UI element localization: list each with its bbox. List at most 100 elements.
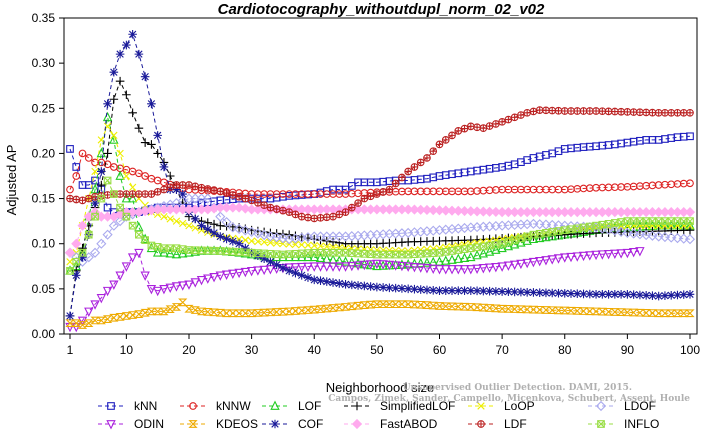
data-point: [567, 107, 575, 115]
data-point: [384, 260, 395, 271]
legend-item-kdeos: KDEOS: [180, 417, 258, 431]
data-point: [97, 167, 106, 176]
y-tick-label: 0.35: [32, 11, 56, 25]
data-point: [78, 252, 87, 262]
data-point: [102, 111, 113, 122]
data-point: [291, 240, 300, 249]
data-point: [679, 290, 689, 299]
data-point: [153, 243, 162, 251]
data-point: [140, 72, 150, 81]
data-point: [428, 301, 438, 310]
data-point: [517, 111, 525, 119]
data-point: [141, 236, 150, 244]
data-point: [572, 307, 582, 315]
data-point: [291, 231, 300, 241]
data-point: [102, 229, 113, 240]
data-point: [373, 190, 381, 198]
data-point: [547, 306, 557, 315]
data-point: [397, 300, 407, 309]
data-point: [135, 230, 143, 239]
series-line: [70, 250, 640, 328]
data-point: [309, 275, 319, 285]
data-point: [71, 319, 81, 328]
data-point: [604, 289, 613, 299]
series-line: [70, 301, 690, 326]
data-point: [354, 199, 362, 207]
data-point: [578, 251, 589, 262]
data-point: [566, 306, 576, 315]
data-point: [259, 254, 269, 264]
y-tick-label: 0.30: [32, 56, 56, 70]
data-point: [159, 162, 169, 172]
data-point: [416, 285, 426, 294]
data-point: [686, 132, 694, 141]
data-point: [398, 173, 406, 182]
x-tick-label: 100: [680, 343, 700, 357]
data-point: [517, 158, 525, 167]
data-point: [553, 306, 564, 315]
data-point: [360, 194, 369, 203]
data-point: [127, 311, 138, 319]
data-point: [215, 211, 226, 222]
legend-item-fastabod: FastABOD: [344, 417, 438, 431]
data-point: [529, 107, 538, 116]
data-point: [428, 286, 438, 295]
data-point: [497, 287, 507, 296]
data-point: [166, 215, 174, 223]
data-point: [454, 127, 463, 135]
data-point: [153, 187, 162, 196]
data-point: [66, 185, 74, 194]
y-axis-label: Adjusted AP: [4, 145, 19, 216]
x-tick-label: 40: [308, 343, 322, 357]
data-point: [654, 291, 663, 301]
data-point: [642, 108, 651, 117]
data-point: [510, 305, 520, 313]
series-ldof: [64, 193, 696, 267]
data-point: [453, 265, 463, 275]
data-point: [240, 267, 251, 278]
data-point: [685, 289, 695, 299]
y-tick-label: 0.25: [32, 101, 56, 115]
data-point: [672, 309, 683, 318]
data-point: [189, 402, 197, 410]
legend-label: FastABOD: [380, 417, 438, 431]
data-point: [109, 313, 119, 322]
data-point: [277, 233, 289, 244]
data-point: [435, 140, 444, 149]
data-point: [89, 247, 101, 258]
data-point: [334, 303, 344, 312]
data-point: [265, 231, 276, 242]
data-point: [103, 149, 112, 158]
data-point: [585, 307, 595, 316]
data-point: [140, 308, 150, 317]
watermark-line-1: Unsupervised Outlier Detection. DAMI, 20…: [403, 383, 632, 393]
data-point: [597, 250, 608, 260]
data-point: [253, 251, 263, 261]
data-point: [447, 302, 457, 311]
x-tick-label: 10: [120, 343, 134, 357]
data-point: [472, 249, 482, 260]
data-point: [77, 316, 88, 326]
legend-item-knnw: kNNW: [180, 399, 251, 413]
data-point: [290, 263, 301, 273]
data-point: [196, 275, 207, 286]
data-point: [246, 226, 257, 238]
data-point: [372, 300, 382, 309]
data-point: [103, 203, 112, 212]
data-point: [503, 261, 514, 271]
data-point: [609, 225, 620, 236]
data-point: [503, 305, 514, 313]
data-point: [629, 108, 638, 116]
data-point: [604, 107, 613, 116]
x-tick-label: 50: [370, 343, 384, 357]
data-point: [254, 237, 262, 246]
data-point: [209, 308, 219, 317]
data-point: [491, 287, 501, 296]
data-point: [323, 242, 331, 251]
data-point: [103, 191, 112, 199]
legend-item-lof: LOF: [262, 399, 321, 413]
data-point: [541, 231, 551, 242]
data-point: [654, 108, 663, 117]
data-point: [127, 193, 138, 203]
data-point: [661, 217, 669, 225]
